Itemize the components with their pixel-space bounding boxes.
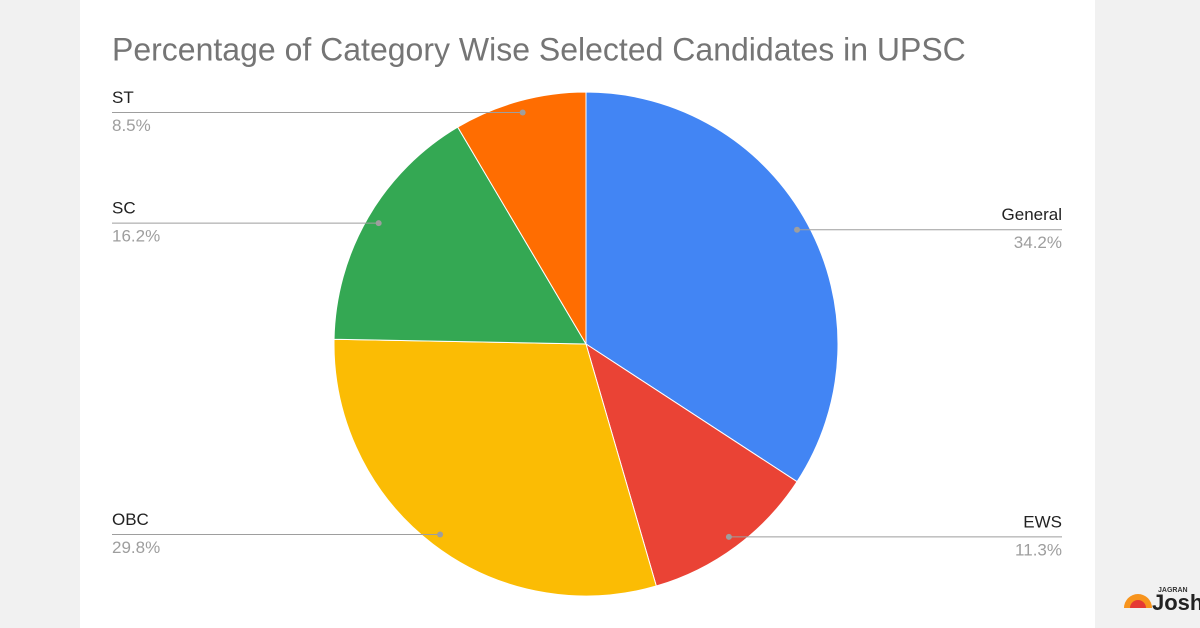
logo-text: Josh — [1152, 590, 1200, 615]
leader-dot — [725, 533, 732, 540]
slice-value-label: 16.2% — [112, 227, 160, 246]
slice-label: OBC — [112, 510, 149, 529]
slice-value-label: 34.2% — [1014, 233, 1062, 252]
slice-value-label: 11.3% — [1015, 540, 1062, 559]
pie-slice — [585, 91, 839, 483]
pie-slice — [457, 91, 587, 346]
logo-small: JAGRAN — [1158, 587, 1188, 594]
slice-value-label: 8.5% — [112, 116, 151, 135]
pie-slice — [333, 126, 587, 345]
slice-label: General — [1002, 205, 1062, 224]
leader-dot — [375, 220, 382, 227]
leader-dot — [794, 226, 801, 233]
pie-slice — [333, 338, 657, 597]
leader-dot — [519, 109, 526, 116]
chart-title: Percentage of Category Wise Selected Can… — [112, 31, 966, 67]
slice-label: EWS — [1023, 512, 1062, 531]
slice-label: ST — [112, 88, 134, 107]
logo: JAGRAN Josh — [1124, 587, 1200, 615]
logo-icon-inner — [1130, 600, 1146, 608]
slice-label: SC — [112, 199, 136, 218]
leader-dot — [437, 531, 444, 538]
slice-value-label: 29.8% — [112, 538, 160, 557]
